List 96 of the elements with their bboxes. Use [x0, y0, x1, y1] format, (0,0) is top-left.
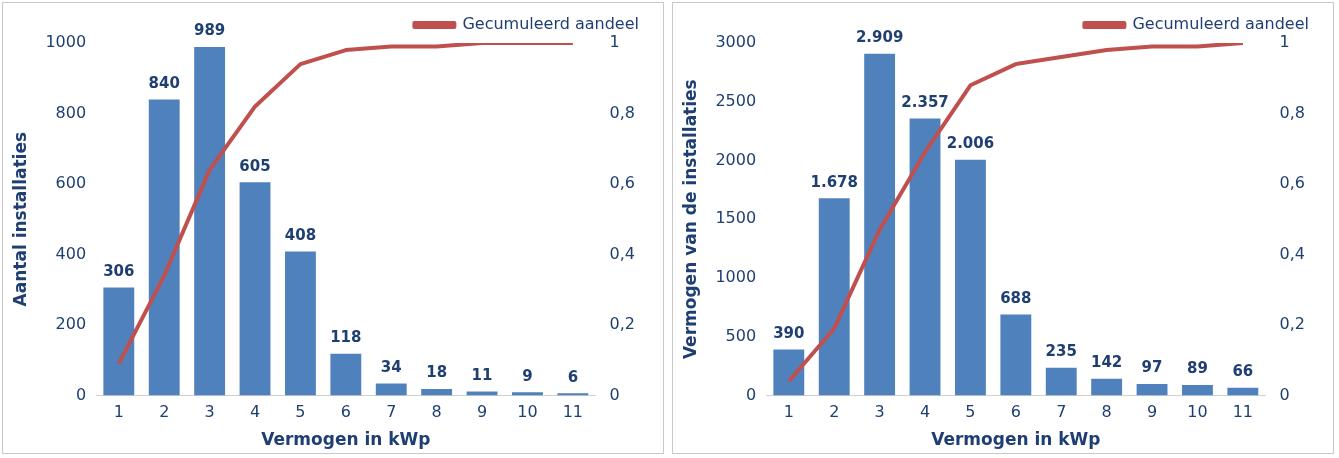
- bar: [1182, 384, 1213, 396]
- y-tick-label: 3000: [715, 32, 757, 52]
- x-tick-label: 9: [1146, 402, 1158, 422]
- data-label: 840: [148, 73, 180, 92]
- y-tick-label: 600: [55, 173, 87, 193]
- bar: [557, 393, 589, 396]
- data-label: 688: [1000, 288, 1032, 307]
- data-label: 2.006: [946, 134, 995, 153]
- data-label: 2.909: [855, 28, 904, 47]
- x-tick-label: 7: [386, 402, 397, 422]
- data-label: 9: [522, 366, 533, 385]
- bar: [1091, 378, 1123, 396]
- data-label: 34: [380, 357, 402, 376]
- x-tick-label: 1: [783, 402, 794, 422]
- x-tick-label: 2: [159, 402, 170, 422]
- bar: [818, 198, 850, 396]
- x-tick-label: 6: [1010, 402, 1021, 422]
- y2-tick-label: 0,2: [1279, 314, 1306, 334]
- x-tick-label: 6: [340, 402, 351, 422]
- y2-tick-label: 0: [609, 384, 620, 404]
- x-tick-label: 11: [562, 402, 584, 422]
- x-tick-label: 5: [295, 402, 306, 422]
- x-tick-label: 2: [829, 402, 840, 422]
- y2-tick-label: 0,8: [1279, 102, 1306, 122]
- y2-tick-label: 0,6: [1279, 173, 1306, 193]
- data-label: 235: [1045, 342, 1077, 361]
- x-tick-label: 8: [1101, 402, 1112, 422]
- y2-tick-label: 0,8: [609, 102, 636, 122]
- data-label: 390: [773, 323, 805, 342]
- y-tick-label: 2500: [715, 90, 757, 110]
- data-label: 118: [330, 328, 362, 347]
- y2-tick-label: 0,4: [1279, 243, 1306, 263]
- data-label: 1.678: [810, 172, 858, 191]
- data-label: 989: [193, 21, 226, 40]
- data-label: 605: [239, 156, 271, 175]
- data-label: 97: [1141, 358, 1163, 377]
- y-tick-label: 400: [55, 243, 87, 263]
- x-tick-label: 10: [1187, 402, 1208, 422]
- data-label: 6: [567, 367, 579, 386]
- y2-tick-label: 0,2: [609, 314, 636, 334]
- bar: [955, 159, 986, 396]
- x-tick-label: 3: [874, 402, 885, 422]
- bar: [909, 118, 941, 396]
- legend-label: Gecumuleerd aandeel: [1132, 14, 1310, 34]
- bar: [773, 349, 805, 396]
- x-tick-label: 1: [113, 402, 124, 422]
- y2-tick-label: 0,4: [609, 243, 636, 263]
- bar: [1000, 314, 1032, 396]
- x-tick-label: 11: [1232, 402, 1254, 422]
- bar: [330, 353, 362, 396]
- data-label: 89: [1187, 359, 1208, 378]
- bar: [194, 46, 226, 396]
- y-tick-label: 500: [725, 325, 757, 345]
- legend-label: Gecumuleerd aandeel: [462, 14, 640, 34]
- bar: [512, 392, 543, 396]
- y-tick-label: 0: [75, 384, 87, 404]
- bar: [864, 53, 896, 396]
- y-tick-label: 1000: [715, 267, 757, 287]
- bar: [1136, 384, 1168, 396]
- bar: [421, 389, 453, 396]
- data-label: 11: [471, 365, 493, 384]
- x-tick-label: 8: [431, 402, 442, 422]
- data-label: 306: [103, 261, 135, 280]
- y2-tick-label: 0: [1279, 384, 1290, 404]
- x-tick-label: 10: [517, 402, 538, 422]
- data-label: 2.357: [901, 92, 949, 111]
- bar: [1045, 367, 1077, 396]
- x-tick-label: 9: [476, 402, 488, 422]
- y-tick-label: 800: [55, 102, 87, 122]
- y-axis-title: Aantal installaties: [9, 131, 30, 307]
- y-tick-label: 1500: [715, 208, 757, 228]
- x-tick-label: 4: [249, 402, 261, 422]
- y-tick-label: 2000: [715, 149, 757, 169]
- y2-tick-label: 0,6: [609, 173, 636, 193]
- x-tick-label: 5: [965, 402, 976, 422]
- bar: [239, 182, 271, 396]
- bar: [1227, 387, 1259, 396]
- x-axis-title: Vermogen in kWp: [261, 429, 431, 450]
- bar: [375, 383, 407, 396]
- data-label: 66: [1232, 362, 1254, 381]
- bar: [103, 287, 135, 396]
- y-axis-title: Vermogen van de installaties: [679, 79, 700, 360]
- x-tick-label: 3: [204, 402, 215, 422]
- bar: [285, 251, 316, 396]
- x-tick-label: 4: [919, 402, 931, 422]
- bar: [148, 99, 180, 396]
- y2-tick-label: 1: [1279, 32, 1290, 52]
- data-label: 408: [284, 226, 317, 245]
- x-tick-label: 7: [1056, 402, 1067, 422]
- y-tick-label: 1000: [45, 32, 87, 52]
- data-label: 142: [1090, 353, 1123, 372]
- x-axis-title: Vermogen in kWp: [931, 429, 1101, 450]
- y-tick-label: 0: [745, 384, 757, 404]
- y2-tick-label: 1: [609, 32, 620, 52]
- data-label: 18: [426, 363, 448, 382]
- y-tick-label: 200: [55, 314, 87, 334]
